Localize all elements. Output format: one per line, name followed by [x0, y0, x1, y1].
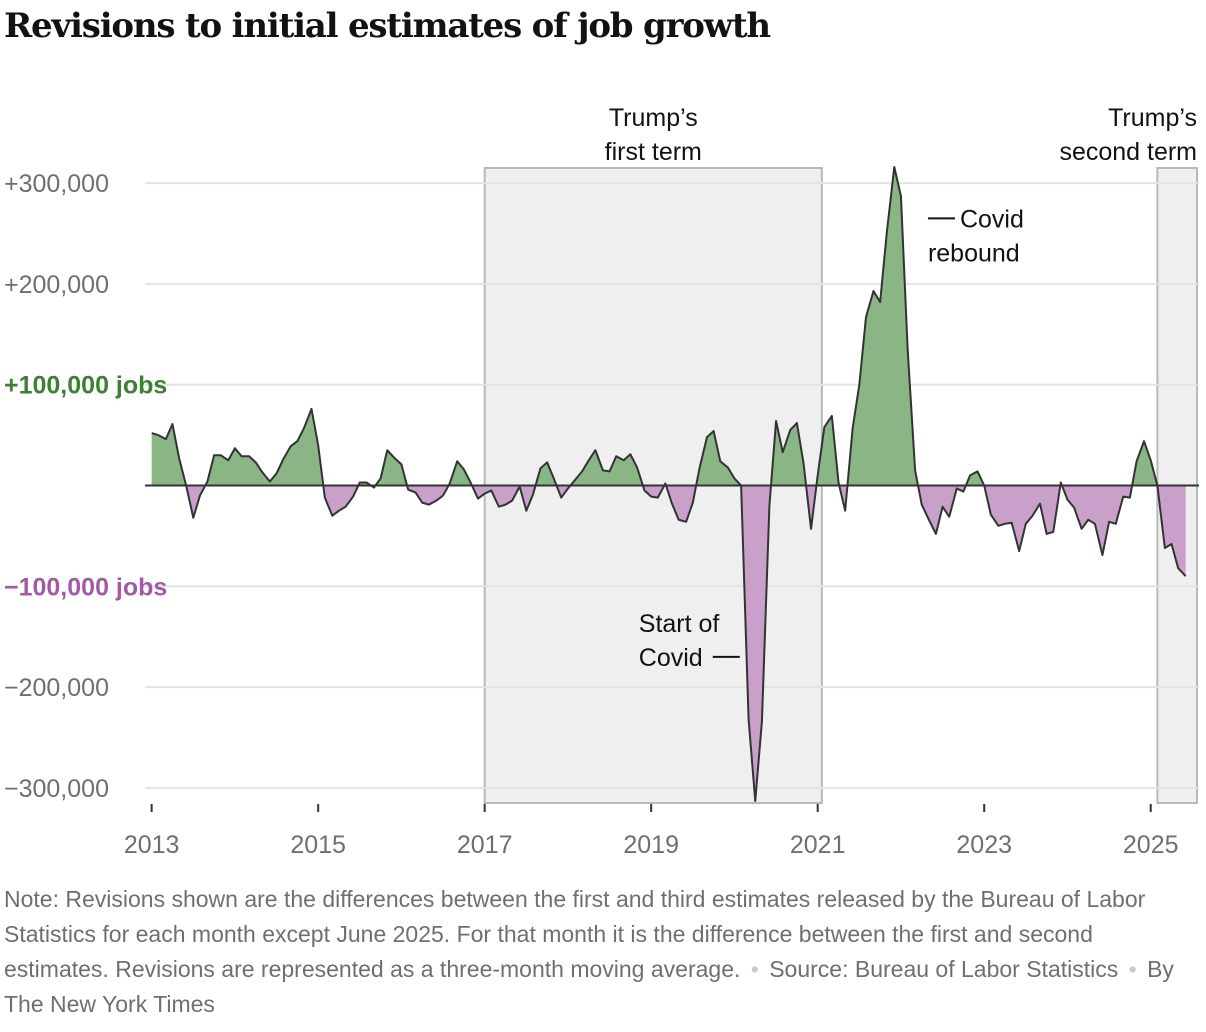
shaded-period-label: Trump’s — [1108, 104, 1197, 132]
note-text: Note: Revisions shown are the difference… — [4, 886, 1146, 982]
y-tick-label: −200,000 — [4, 674, 109, 702]
annotation-label: rebound — [928, 239, 1020, 267]
y-tick-label: +100,000 jobs — [4, 372, 167, 400]
x-tick-label: 2017 — [457, 831, 513, 859]
y-tick-label: −300,000 — [4, 775, 109, 803]
chart-title: Revisions to initial estimates of job gr… — [4, 6, 771, 46]
annotation-label: Covid — [960, 205, 1024, 233]
x-tick-label: 2013 — [124, 831, 180, 859]
revision-line — [151, 165, 1187, 802]
separator-dot: • — [750, 956, 759, 982]
x-tick-label: 2023 — [956, 831, 1012, 859]
annotation-label: Start of — [639, 610, 720, 638]
negative-revision-area — [151, 485, 1186, 801]
source-text: Source: Bureau of Labor Statistics — [769, 956, 1119, 982]
annotation-label: Covid — [639, 644, 703, 672]
shaded-period-label: first term — [605, 138, 702, 166]
x-tick-label: 2025 — [1123, 831, 1179, 859]
y-tick-label: +300,000 — [4, 170, 109, 198]
x-tick-label: 2021 — [790, 831, 846, 859]
shaded-period-label: Trump’s — [609, 104, 698, 132]
shaded-period-label: second term — [1059, 138, 1197, 166]
byline-text: By The New York Times — [4, 956, 1174, 1017]
separator-dot: • — [1128, 956, 1137, 982]
chart-note: Note: Revisions shown are the difference… — [4, 882, 1200, 1022]
y-tick-label: −100,000 jobs — [4, 573, 167, 601]
y-tick-label: +200,000 — [4, 271, 109, 299]
x-tick-label: 2019 — [623, 831, 679, 859]
job-revisions-chart: Trump’s first term Trump’s second term +300,… — [4, 104, 1199, 859]
x-tick-label: 2015 — [290, 831, 346, 859]
